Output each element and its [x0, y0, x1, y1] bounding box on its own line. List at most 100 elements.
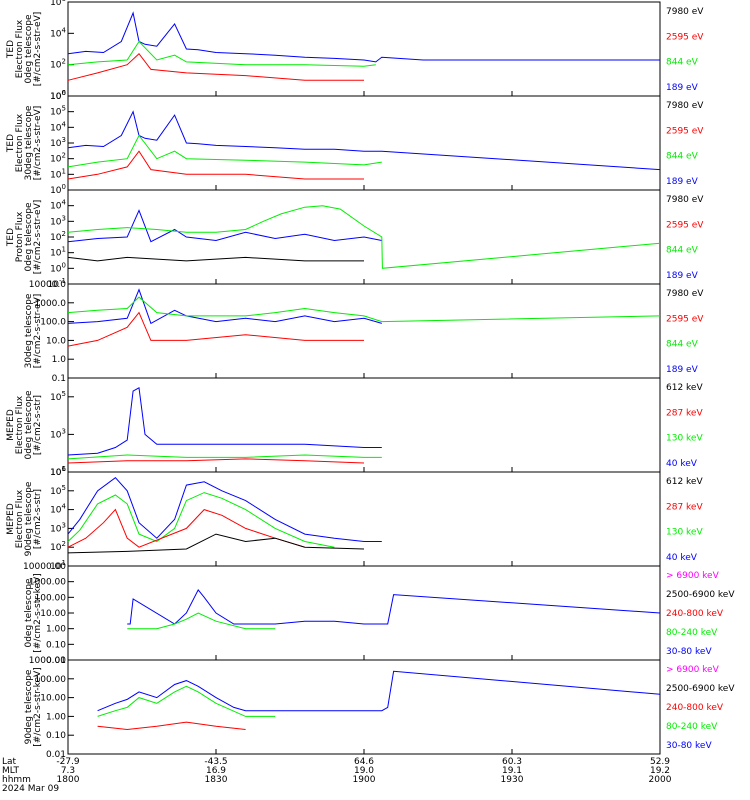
series-line-blue	[67, 110, 661, 171]
y-axis-label: 0deg telescope	[24, 14, 34, 84]
y-tick-label: 101	[50, 167, 66, 180]
y-axis-label: 0deg telescope	[24, 202, 34, 272]
y-tick-label: 101	[50, 559, 66, 572]
y-tick-label: 0.01	[46, 750, 66, 760]
y-tick-label: 100.0	[40, 318, 66, 328]
x-axis-value: 1830	[205, 775, 228, 785]
y-tick-label: 104	[50, 503, 66, 516]
legend-entry: 844 eV	[666, 152, 699, 162]
series-line-red	[67, 508, 305, 548]
series-line-red	[67, 458, 365, 464]
legend-entry: 844 eV	[666, 246, 699, 256]
panel-frame	[67, 471, 661, 567]
y-axis-label: Electron Flux	[15, 113, 25, 172]
y-tick-label: 10000.00	[23, 562, 66, 572]
x-axis-value: 64.6	[354, 757, 374, 767]
y-tick-label: 1.00	[46, 712, 66, 722]
legend-entry: 287 keV	[666, 408, 703, 418]
y-tick-label: 1.0	[52, 355, 67, 365]
y-axis-label: [#/cm2-s-str-eV]	[33, 12, 43, 87]
y-tick-label: 105	[50, 105, 66, 118]
y-tick-label: 1.00	[46, 625, 66, 635]
x-axis-value: 1900	[353, 775, 376, 785]
y-axis-label: Electron Flux	[15, 395, 25, 454]
legend-entry: 2500-6900 keV	[666, 590, 735, 600]
y-tick-label: 103	[50, 427, 66, 440]
x-axis-row-name: MLT	[2, 766, 20, 776]
panel-frame	[67, 1, 661, 97]
series-line-black	[67, 256, 364, 262]
legend-entry: 7980 eV	[666, 7, 704, 17]
legend-entry: 189 eV	[666, 177, 699, 187]
y-axis-label: 90deg telescope	[24, 481, 34, 556]
legend-entry: 130 keV	[666, 528, 703, 538]
legend-entry: 240-800 keV	[666, 609, 724, 619]
series-line-green	[67, 205, 661, 269]
x-axis-value: 60.3	[502, 757, 522, 767]
panel-5: 101 103 105 MEPED Electron Flux 0deg telescop…	[6, 377, 703, 478]
y-tick-label: 104	[50, 199, 66, 212]
y-tick-label: 10000.0	[29, 280, 66, 290]
y-tick-label: 106	[50, 465, 66, 478]
y-tick-label: 10.00	[40, 609, 66, 619]
x-axis-value: 1930	[501, 775, 524, 785]
y-axis-label: MEPED	[6, 503, 16, 535]
panel-2: 100 101 102 103 104 105 106 TED Electron Flux 30d…	[6, 89, 704, 196]
y-axis-label: 30deg telescope	[24, 293, 34, 368]
y-tick-label: 102	[50, 152, 66, 165]
y-axis-label: Proton Flux	[15, 211, 25, 262]
series-line-blue	[67, 288, 382, 325]
legend-entry: > 6900 keV	[666, 665, 720, 675]
x-axis-value: -27.9	[56, 757, 80, 767]
legend-entry: 189 eV	[666, 271, 699, 281]
x-axis-value: 7.3	[61, 766, 75, 776]
panel-4: 0.1 1.0 10.0 100.0 1000.0 10000.0 30deg telesc…	[24, 280, 704, 384]
legend-entry: 2595 eV	[666, 32, 704, 42]
y-tick-label: 100.00	[35, 593, 67, 603]
y-axis-label: TED	[6, 40, 16, 59]
y-tick-label: 100	[50, 183, 66, 196]
x-axis-value: -43.5	[204, 757, 227, 767]
y-axis-label: TED	[6, 134, 16, 153]
y-axis-label: [#/cm2-s-str-keV]	[33, 573, 43, 652]
y-tick-label: 0.10	[46, 640, 66, 650]
y-axis-label: [#/cm2-s-str-eV]	[33, 106, 43, 181]
series-line-red	[67, 150, 364, 180]
legend-entry: 80-240 keV	[666, 722, 718, 732]
y-tick-label: 102	[50, 58, 66, 71]
y-tick-label: 104	[50, 26, 66, 39]
series-line-green	[127, 612, 276, 630]
series-line-red	[67, 52, 364, 81]
y-tick-label: 10-1	[48, 277, 66, 290]
y-tick-label: 10.0	[46, 336, 66, 346]
series-line-green	[97, 685, 276, 717]
y-tick-label: 1000.00	[29, 578, 66, 588]
series-line-green	[67, 134, 382, 168]
legend-entry: 7980 eV	[666, 195, 704, 205]
y-tick-label: 106	[50, 89, 66, 102]
y-axis-label: 30deg telescope	[24, 105, 34, 180]
date-label: 2024 Mar 09	[2, 784, 59, 794]
series-line-blue	[67, 477, 382, 542]
y-tick-label: 103	[50, 521, 66, 534]
legend-entry: 189 eV	[666, 83, 699, 93]
legend-entry: 240-800 keV	[666, 703, 724, 713]
legend-entry: 844 eV	[666, 340, 699, 350]
series-line-blue	[67, 209, 382, 243]
y-tick-label: 104	[50, 120, 66, 133]
legend-entry: > 6900 keV	[666, 571, 720, 581]
series-line-blue	[97, 670, 661, 712]
series-line-black	[67, 533, 365, 554]
legend-entry: 189 eV	[666, 365, 699, 375]
series-line-red	[97, 721, 246, 731]
series-line-green	[67, 40, 376, 67]
series-line-blue	[67, 387, 382, 456]
panel-frame	[67, 283, 661, 379]
panel-8: 0.01 0.10 1.00 10.00 100.00 1000.00 90deg tele…	[24, 656, 735, 760]
panel-3: 10-1 100 101 102 103 104 TED Proton Flux 0deg te…	[6, 189, 704, 290]
y-tick-label: 102	[50, 230, 66, 243]
y-axis-label: MEPED	[6, 409, 16, 441]
